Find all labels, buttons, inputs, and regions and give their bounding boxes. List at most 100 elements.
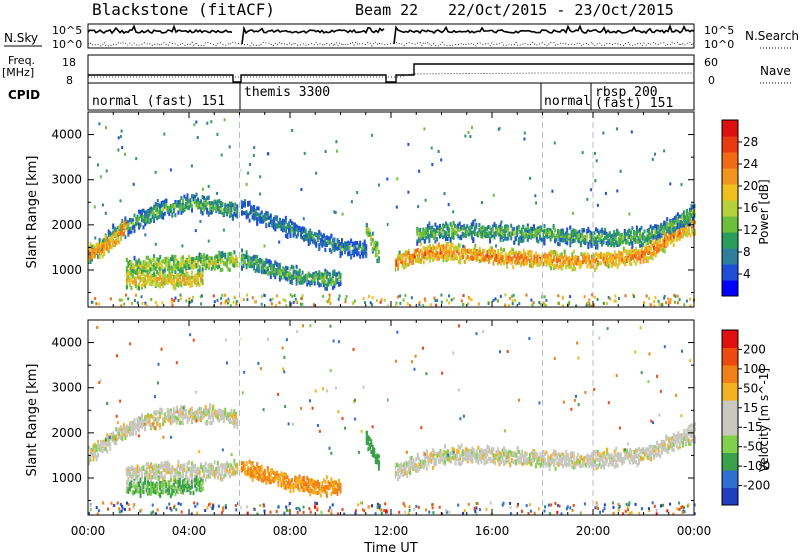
power-cell xyxy=(116,233,119,238)
power-cell xyxy=(200,259,203,264)
power-cell xyxy=(661,224,664,229)
power-cell xyxy=(594,267,596,272)
power-cell xyxy=(436,256,439,261)
power-cell xyxy=(112,243,115,247)
power-cell xyxy=(584,241,587,245)
power-cell xyxy=(563,237,566,241)
vel-cell xyxy=(106,449,109,454)
power-cell xyxy=(607,260,610,265)
power-cell xyxy=(365,246,368,251)
power-cell xyxy=(213,266,216,271)
power-cell xyxy=(224,254,227,259)
power-cell xyxy=(586,197,589,201)
nsky-trace xyxy=(87,24,695,45)
power-cell xyxy=(430,246,433,251)
power-cell xyxy=(647,245,649,250)
power-cell xyxy=(206,201,209,206)
vel-cell xyxy=(95,448,98,453)
power-cell xyxy=(461,226,464,231)
power-cell xyxy=(207,184,210,188)
power-cell xyxy=(431,233,434,238)
power-cell xyxy=(107,249,110,254)
power-cell xyxy=(672,223,675,227)
power-cell xyxy=(497,299,499,303)
power-cell xyxy=(362,254,365,259)
power-cell xyxy=(612,256,615,261)
power-cell xyxy=(156,202,159,207)
power-cell xyxy=(135,157,138,161)
power-cell xyxy=(144,260,147,265)
power-cell xyxy=(660,227,663,232)
power-cell xyxy=(228,300,230,303)
power-cell xyxy=(242,256,245,261)
power-cell xyxy=(119,236,122,241)
power-cell xyxy=(157,266,160,271)
power-cell xyxy=(575,304,578,308)
power-cell xyxy=(245,212,248,217)
power-cell xyxy=(547,261,549,265)
power-cell xyxy=(98,248,101,253)
power-cell xyxy=(242,211,245,216)
power-cell xyxy=(661,303,664,307)
power-cell xyxy=(138,225,141,229)
power-cell xyxy=(278,274,281,279)
power-cell xyxy=(219,251,222,256)
power-cell xyxy=(344,300,347,304)
power-cell xyxy=(571,211,574,215)
power-cell xyxy=(401,254,404,259)
power-cell xyxy=(151,266,154,271)
power-ytick-label: 4000 xyxy=(51,128,82,142)
power-cell xyxy=(553,264,556,268)
power-cell xyxy=(430,253,433,258)
power-cell xyxy=(597,253,599,258)
power-cell xyxy=(107,239,110,244)
power-cell xyxy=(135,293,137,297)
power-cell xyxy=(175,201,178,206)
power-cell xyxy=(371,238,374,243)
power-cell xyxy=(256,255,259,259)
power-cell xyxy=(593,295,596,299)
power-cell xyxy=(139,261,142,266)
power-cell xyxy=(163,199,166,204)
freq-panel xyxy=(87,54,695,84)
power-cell xyxy=(458,228,461,233)
power-cell xyxy=(345,245,348,250)
power-cell xyxy=(147,262,150,267)
power-cell xyxy=(619,256,622,260)
power-cell xyxy=(98,240,101,245)
power-cell xyxy=(489,251,492,256)
power-cell xyxy=(92,244,95,248)
power-cell xyxy=(394,260,396,265)
power-cell xyxy=(312,274,315,279)
power-cell xyxy=(422,304,425,308)
power-cell xyxy=(295,227,298,232)
power-cell xyxy=(557,229,560,233)
power-cell xyxy=(231,259,234,264)
power-cell xyxy=(170,300,173,304)
power-cell xyxy=(269,266,272,271)
power-cell xyxy=(616,254,619,259)
power-cell xyxy=(481,230,484,235)
power-cell xyxy=(265,270,268,275)
power-cell xyxy=(624,256,627,261)
power-cell xyxy=(672,218,675,222)
power-cell xyxy=(213,201,216,205)
power-cell xyxy=(319,241,322,246)
power-ytick-label: 1000 xyxy=(51,263,82,277)
power-cell xyxy=(587,244,590,249)
power-cell xyxy=(412,253,415,258)
power-cell xyxy=(566,231,569,236)
power-cell xyxy=(504,252,507,257)
power-cell xyxy=(272,264,275,269)
power-cell xyxy=(643,239,646,244)
power-cell xyxy=(507,304,510,308)
power-cell xyxy=(218,264,221,269)
power-cell xyxy=(660,222,663,227)
power-cell xyxy=(521,254,524,259)
power-cell xyxy=(204,264,207,269)
power-cell xyxy=(100,241,103,246)
power-cell xyxy=(434,233,437,238)
power-cell xyxy=(286,225,289,230)
power-cell xyxy=(644,250,646,255)
power-cell xyxy=(547,257,549,262)
